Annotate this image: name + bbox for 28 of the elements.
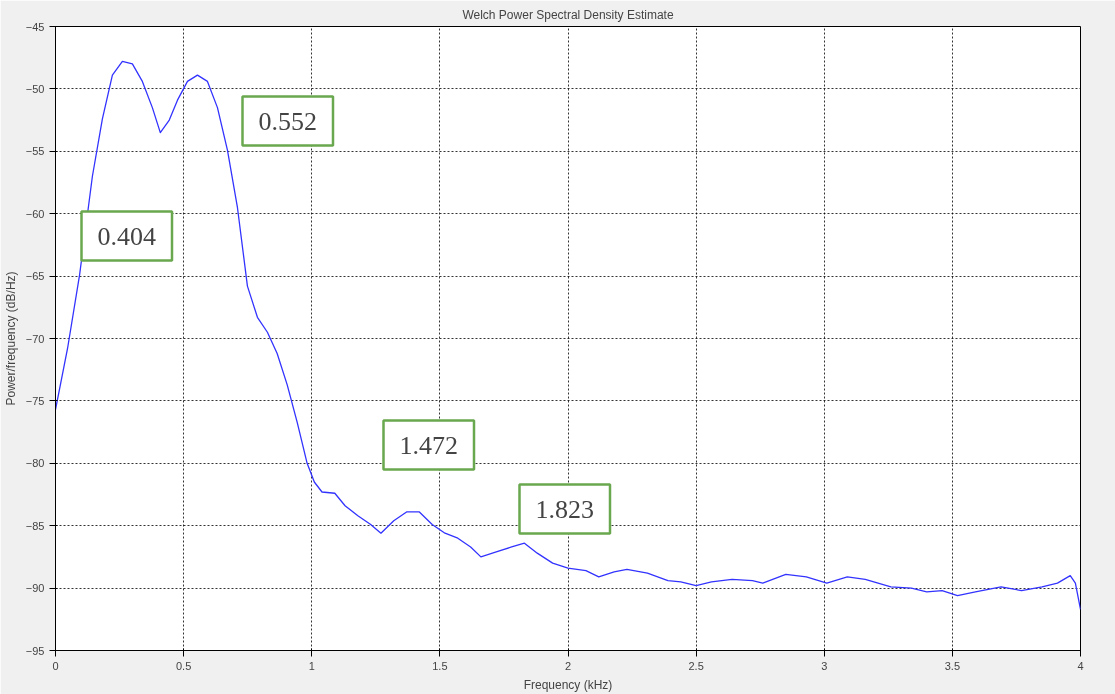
x-tick-label: 3 [821,659,828,672]
y-tick-label: −85 [25,519,45,532]
y-tick-label: −50 [25,82,45,95]
line-series [55,60,1081,610]
x-tick-label: 2.5 [688,659,704,672]
y-tick-label: −60 [25,207,45,220]
x-axis-title: Frequency (kHz) [523,677,613,692]
x-tick-label: 0 [52,659,59,672]
annotation: 1.472 [399,430,458,460]
y-tick-label: −45 [25,20,45,33]
x-tick-label: 1.5 [432,659,448,672]
y-tick-label: −90 [25,582,45,595]
annotation: 0.552 [258,106,317,136]
y-tick-label: −80 [25,457,45,470]
annotation: 1.823 [535,494,594,524]
x-tick-label: 0.5 [175,659,192,672]
x-tick-label: 2 [564,659,572,672]
y-tick-label: −75 [25,394,45,407]
x-tick-label: 1 [308,659,315,672]
y-tick-label: −95 [25,644,45,657]
annotation: 0.404 [97,221,156,251]
chart-title: Welch Power Spectral Density Estimate [462,7,674,22]
x-tick-label: 3.5 [944,659,961,672]
y-tick-label: −55 [25,145,45,158]
y-tick-label: −65 [25,270,45,283]
x-tick-label: 4 [1077,659,1084,672]
y-tick-label: −70 [25,332,45,345]
y-axis-title: Power/frequency (dB/Hz) [3,271,18,406]
